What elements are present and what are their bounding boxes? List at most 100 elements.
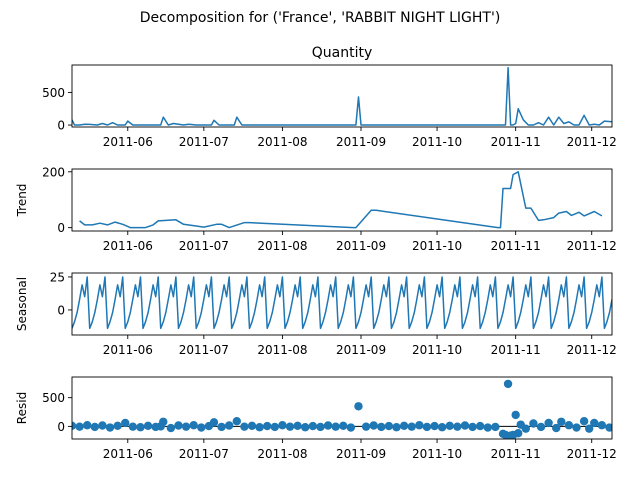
resid-point — [323, 421, 333, 430]
quantity-xtick-label: 2011-06 — [103, 135, 153, 149]
trend-xtick-label: 2011-09 — [336, 239, 386, 253]
trend-ytick-label: 200 — [42, 165, 65, 179]
resid-point — [346, 423, 356, 432]
trend-series-line — [79, 171, 603, 229]
resid-point — [584, 424, 594, 433]
quantity-plot-area — [72, 66, 612, 126]
resid-point — [232, 417, 241, 426]
quantity-xtick-label: 2011-12 — [567, 135, 617, 149]
resid-point — [468, 422, 477, 432]
seasonal-xtick-label: 2011-07 — [179, 343, 229, 357]
resid-xtick-label: 2011-10 — [412, 447, 462, 461]
resid-point — [113, 421, 122, 430]
resid-point — [552, 423, 561, 433]
resid-point — [166, 423, 176, 433]
resid-xtick-label: 2011-09 — [336, 447, 386, 461]
trend-xtick-label: 2011-08 — [257, 239, 307, 253]
seasonal-xtick-label: 2011-11 — [491, 343, 541, 357]
resid-point — [75, 422, 84, 431]
trend-panel: Trend 0 200 2011-06 2011-07 2011-08 2011-09 201… — [15, 165, 617, 253]
trend-frame — [71, 168, 613, 232]
resid-point — [369, 421, 378, 430]
resid-point — [189, 421, 198, 430]
quantity-xtick-label: 2011-08 — [257, 135, 307, 149]
trend-xtick-label: 2011-12 — [567, 239, 617, 253]
quantity-xtick-label: 2011-11 — [491, 135, 541, 149]
seasonal-frame — [71, 272, 613, 336]
resid-point — [536, 422, 546, 432]
resid-point — [263, 421, 272, 431]
resid-point — [564, 421, 574, 430]
resid-point — [445, 421, 454, 430]
resid-point — [579, 417, 589, 426]
resid-point — [98, 421, 107, 430]
quantity-xtick-label: 2011-07 — [179, 135, 229, 149]
resid-point — [247, 421, 257, 430]
resid-point — [453, 422, 462, 431]
seasonal-ylabel: Seasonal — [15, 277, 29, 331]
trend-xtick-label: 2011-07 — [179, 239, 229, 253]
resid-point — [361, 422, 371, 431]
resid-plot-area — [72, 379, 612, 439]
seasonal-panel: Seasonal 0 25 2011-06 2011-07 2011-08 2011-09 2… — [15, 270, 617, 357]
resid-point — [90, 422, 100, 432]
quantity-frame — [71, 64, 613, 128]
resid-point — [316, 422, 325, 432]
resid-point — [399, 421, 409, 430]
seasonal-xtick-label: 2011-10 — [412, 343, 462, 357]
resid-point — [430, 421, 439, 431]
resid-point — [136, 423, 145, 432]
resid-point — [83, 421, 92, 430]
resid-point — [511, 410, 520, 420]
resid-point — [224, 421, 234, 430]
resid-point — [240, 422, 249, 431]
resid-point — [544, 418, 553, 428]
resid-point — [415, 421, 424, 430]
resid-xtick-label: 2011-06 — [103, 447, 153, 461]
resid-point — [285, 422, 295, 431]
resid-point — [513, 429, 523, 438]
resid-point — [143, 421, 153, 430]
resid-point — [437, 423, 447, 432]
resid-xtick-label: 2011-11 — [491, 447, 541, 461]
resid-xtick-label: 2011-07 — [179, 447, 229, 461]
resid-ytick-label: 500 — [42, 391, 65, 405]
seasonal-ytick-label: 25 — [50, 270, 65, 284]
resid-point — [308, 421, 318, 431]
resid-point — [72, 421, 77, 430]
resid-point — [460, 421, 470, 430]
seasonal-xtick-label: 2011-08 — [257, 343, 307, 357]
resid-xtick-label: 2011-08 — [257, 447, 307, 461]
trend-plot-area — [79, 171, 603, 229]
resid-point — [209, 418, 219, 427]
quantity-ytick-label: 0 — [57, 119, 65, 133]
seasonal-series-line — [72, 276, 612, 330]
quantity-ytick-label: 500 — [42, 86, 65, 100]
resid-ytick-label: 0 — [57, 420, 65, 434]
seasonal-xtick-label: 2011-12 — [567, 343, 617, 357]
seasonal-xtick-label: 2011-06 — [103, 343, 153, 357]
resid-point — [590, 418, 599, 428]
resid-point — [422, 422, 432, 432]
resid-point — [384, 421, 394, 431]
resid-point — [301, 423, 310, 432]
resid-point — [128, 422, 138, 431]
resid-point — [503, 379, 513, 389]
trend-xtick-label: 2011-10 — [412, 239, 462, 253]
resid-point — [339, 421, 348, 430]
resid-point — [521, 424, 531, 433]
resid-point — [181, 422, 191, 431]
seasonal-plot-area — [72, 276, 612, 330]
resid-point — [407, 422, 416, 431]
quantity-series-line — [72, 66, 612, 126]
resid-point — [572, 423, 581, 432]
seasonal-ytick-label: 0 — [57, 303, 65, 317]
quantity-xtick-label: 2011-10 — [412, 135, 462, 149]
quantity-title: Quantity — [312, 45, 373, 61]
trend-ylabel: Trend — [15, 184, 29, 218]
resid-point — [354, 402, 363, 411]
resid-point — [197, 423, 206, 432]
resid-frame — [71, 376, 613, 440]
resid-ylabel: Resid — [15, 392, 29, 424]
